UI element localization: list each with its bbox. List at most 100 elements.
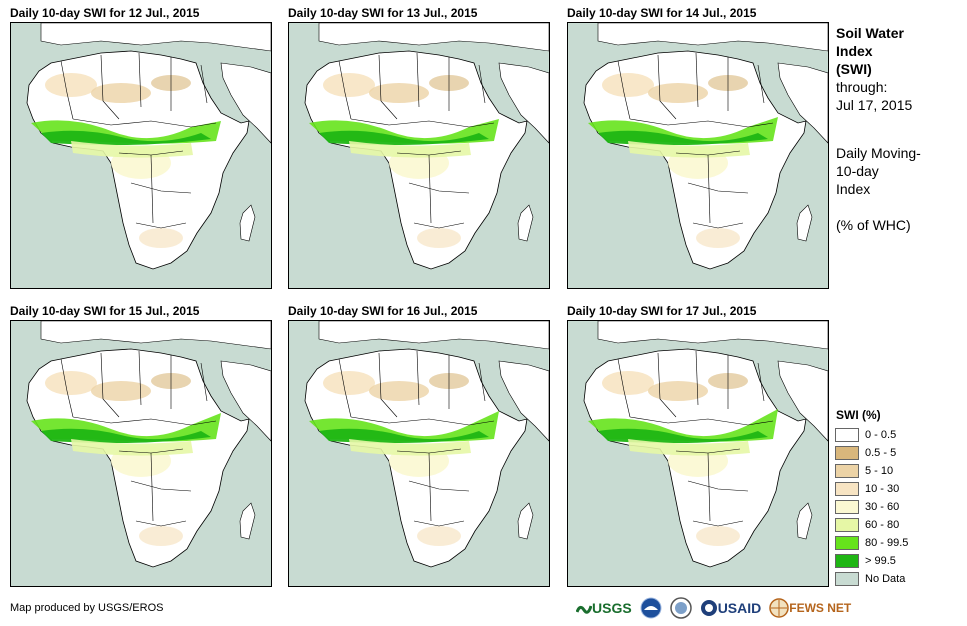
legend-swatch (835, 554, 859, 568)
map-frame (288, 22, 550, 289)
country-border (408, 182, 470, 194)
panel-title: Daily 10-day SWI for 14 Jul., 2015 (567, 6, 757, 20)
country-border (692, 222, 744, 229)
africa-map (568, 321, 828, 586)
madagascar-landmass (796, 502, 813, 540)
fewsnet-logo: FEWS NET (769, 598, 851, 618)
country-border (413, 222, 465, 229)
swi-area-10-30 (45, 73, 97, 97)
map-panel-6: Daily 10-day SWI for 17 Jul., 2015 (567, 302, 829, 587)
map-panel-2: Daily 10-day SWI for 13 Jul., 2015 (288, 4, 550, 289)
legend-swatch (835, 518, 859, 532)
map-panel-1: Daily 10-day SWI for 12 Jul., 2015 (10, 4, 272, 289)
legend-item: No Data (835, 570, 960, 588)
country-border (695, 350, 699, 406)
country-border (478, 64, 486, 104)
country-border (629, 416, 774, 426)
legend: SWI (%) 0 - 0.5 0.5 - 5 5 - 10 10 - 30 30 - … (835, 408, 960, 588)
country-border (100, 54, 120, 120)
swi-area-10-30 (602, 371, 654, 395)
arabia-landmass (777, 62, 828, 144)
usgs-wave-icon (576, 605, 592, 614)
side-title-line: Index (836, 43, 873, 59)
legend-swatch (835, 464, 859, 478)
country-border (657, 54, 677, 120)
map-panel-4: Daily 10-day SWI for 15 Jul., 2015 (10, 302, 272, 587)
legend-swatch (835, 536, 859, 550)
africa-map (11, 321, 271, 586)
description-line: Daily Moving- (836, 145, 921, 161)
country-border (135, 222, 187, 229)
legend-item: 0.5 - 5 (835, 444, 960, 462)
map-frame (567, 22, 829, 289)
usgs-logo: USGS (576, 600, 632, 616)
country-border (617, 358, 631, 418)
side-title-line: Soil Water (836, 25, 904, 41)
map-frame (10, 22, 272, 289)
arabia-landmass (498, 360, 549, 442)
swi-area-10-30 (323, 73, 375, 97)
doi-seal-icon (669, 597, 692, 619)
country-border (135, 520, 187, 527)
europe-landmass (597, 23, 828, 52)
legend-swatch (835, 572, 859, 586)
usaid-logo: USAID (700, 599, 761, 617)
swi-area-10-30 (45, 371, 97, 395)
legend-swatch (835, 446, 859, 460)
swi-area-10-30 (696, 228, 740, 248)
country-border (350, 118, 495, 128)
legend-swatch (835, 428, 859, 442)
swi-area-5-10 (369, 83, 429, 103)
through-date: Jul 17, 2015 (836, 97, 913, 113)
panel-title: Daily 10-day SWI for 13 Jul., 2015 (288, 6, 478, 20)
country-border (138, 52, 142, 108)
country-border (416, 52, 420, 108)
madagascar-landmass (239, 502, 256, 540)
country-border (60, 60, 74, 120)
swi-area-10-30 (323, 371, 375, 395)
legend-swatch (835, 482, 859, 496)
country-border (60, 358, 74, 418)
map-panel-3: Daily 10-day SWI for 14 Jul., 2015 (567, 4, 829, 289)
country-border (757, 362, 765, 402)
country-border (378, 352, 398, 418)
country-border (378, 54, 398, 120)
africa-map (11, 23, 271, 288)
side-description: Soil Water Index (SWI) through: Jul 17, … (836, 24, 961, 234)
arabia-landmass (220, 62, 271, 144)
legend-label: 5 - 10 (865, 465, 894, 477)
africa-map (568, 23, 828, 288)
swi-band-over-99.5 (41, 130, 211, 145)
legend-label: 0 - 0.5 (865, 429, 897, 441)
country-border (629, 118, 774, 128)
fewsnet-label: FEWS NET (789, 601, 852, 615)
country-border (707, 452, 711, 522)
legend-label: No Data (865, 573, 906, 585)
swi-area-5-10 (648, 381, 708, 401)
swi-band-over-99.5 (319, 130, 489, 145)
swi-area-10-30 (696, 526, 740, 546)
legend-item: 0 - 0.5 (835, 426, 960, 444)
legend-label: > 99.5 (865, 555, 896, 567)
country-border (100, 352, 120, 418)
swi-area-10-30 (417, 526, 461, 546)
panel-title: Daily 10-day SWI for 12 Jul., 2015 (10, 6, 200, 20)
legend-item: 80 - 99.5 (835, 534, 960, 552)
legend-label: 80 - 99.5 (865, 537, 909, 549)
country-border (707, 154, 711, 224)
country-border (408, 480, 470, 492)
description-line: 10-day (836, 163, 879, 179)
europe-landmass (40, 23, 271, 52)
legend-label: 0.5 - 5 (865, 447, 897, 459)
country-border (478, 362, 486, 402)
country-border (695, 52, 699, 108)
europe-landmass (318, 321, 549, 350)
panel-title: Daily 10-day SWI for 16 Jul., 2015 (288, 304, 478, 318)
legend-item: 60 - 80 (835, 516, 960, 534)
country-border (338, 60, 352, 120)
through-label: through: (836, 79, 888, 95)
legend-item: > 99.5 (835, 552, 960, 570)
country-border (617, 60, 631, 120)
swi-area-10-30 (139, 228, 183, 248)
country-border (757, 64, 765, 104)
